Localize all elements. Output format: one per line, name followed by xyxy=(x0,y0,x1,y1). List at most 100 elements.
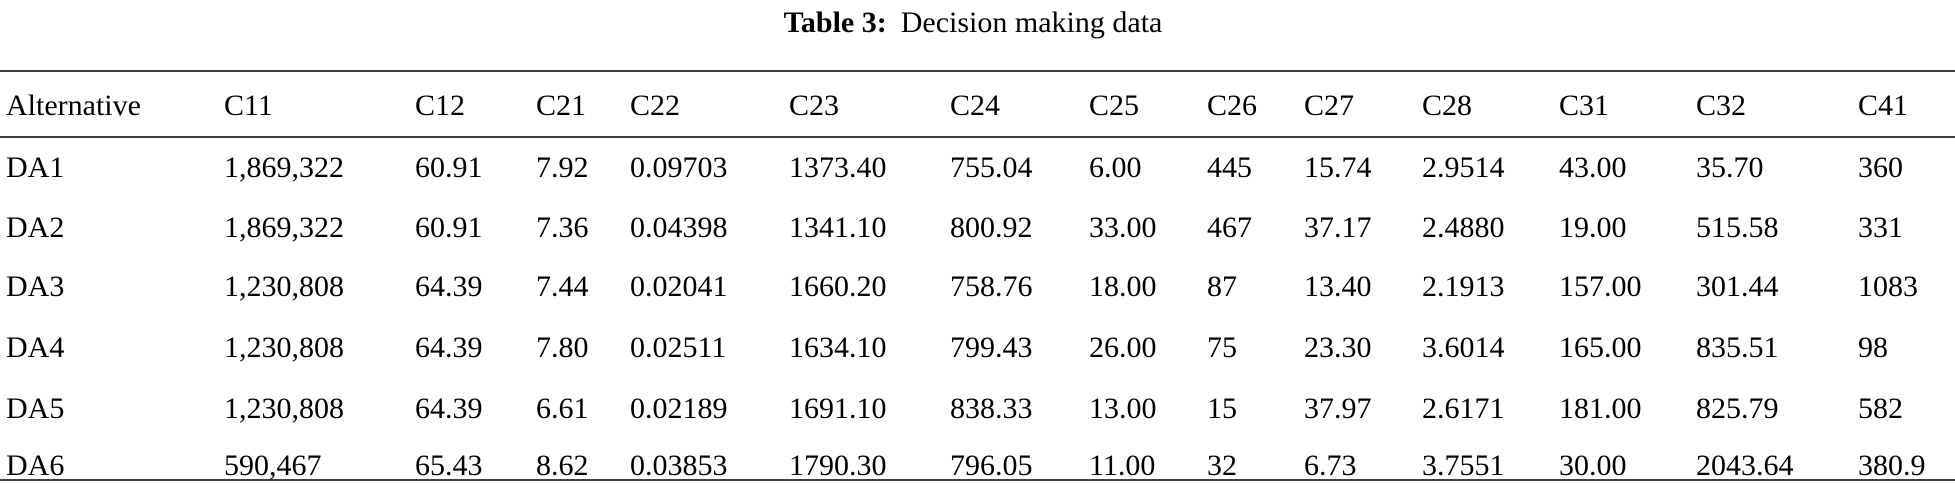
table-cell: DA4 xyxy=(6,331,64,364)
table-cell: 3.7551 xyxy=(1422,449,1505,482)
table-cell: 1083 xyxy=(1858,270,1918,303)
table-cell: 755.04 xyxy=(950,151,1033,184)
table-cell: 7.44 xyxy=(536,270,589,303)
header-cell: C12 xyxy=(415,89,465,122)
table-cell: 32 xyxy=(1207,449,1237,482)
table-cell: 0.03853 xyxy=(630,449,728,482)
table-cell: 87 xyxy=(1207,270,1237,303)
table-cell: 1691.10 xyxy=(789,392,887,425)
table-cell: DA6 xyxy=(6,449,64,482)
header-cell: C28 xyxy=(1422,89,1472,122)
table-cell: 796.05 xyxy=(950,449,1033,482)
table-cell: 30.00 xyxy=(1559,449,1627,482)
table-cell: 181.00 xyxy=(1559,392,1642,425)
table-cell: DA5 xyxy=(6,392,64,425)
table-cell: 75 xyxy=(1207,331,1237,364)
table-cell: 1634.10 xyxy=(789,331,887,364)
table-cell: 331 xyxy=(1858,211,1903,244)
header-cell: C23 xyxy=(789,89,839,122)
table-cell: 2043.64 xyxy=(1696,449,1794,482)
table-cell: 60.91 xyxy=(415,211,483,244)
table-cell: 19.00 xyxy=(1559,211,1627,244)
caption-label: Table 3: xyxy=(784,6,887,39)
table-cell: 6.61 xyxy=(536,392,589,425)
table-cell: 13.40 xyxy=(1304,270,1372,303)
header-cell: C27 xyxy=(1304,89,1354,122)
header-cell: Alternative xyxy=(6,89,141,122)
table-cell: 23.30 xyxy=(1304,331,1372,364)
table-cell: 0.02511 xyxy=(630,331,726,364)
table-cell: 165.00 xyxy=(1559,331,1642,364)
table-cell: 26.00 xyxy=(1089,331,1157,364)
table-cell: 758.76 xyxy=(950,270,1033,303)
table-cell: 1373.40 xyxy=(789,151,887,184)
table-cell: 2.1913 xyxy=(1422,270,1505,303)
table-cell: 380.9 xyxy=(1858,449,1926,482)
table-cell: 37.97 xyxy=(1304,392,1372,425)
table-cell: 0.02189 xyxy=(630,392,728,425)
header-cell: C11 xyxy=(224,89,273,122)
table-cell: 64.39 xyxy=(415,392,483,425)
table-cell: 1,869,322 xyxy=(224,211,344,244)
table-cell: 6.73 xyxy=(1304,449,1357,482)
table-cell: 37.17 xyxy=(1304,211,1372,244)
header-cell: C31 xyxy=(1559,89,1609,122)
table-cell: 1,230,808 xyxy=(224,392,344,425)
table-cell: 6.00 xyxy=(1089,151,1142,184)
table-cell: 825.79 xyxy=(1696,392,1779,425)
header-cell: C41 xyxy=(1858,89,1908,122)
table-cell: 33.00 xyxy=(1089,211,1157,244)
header-cell: C26 xyxy=(1207,89,1257,122)
table-cell: 11.00 xyxy=(1089,449,1155,482)
table-cell: 467 xyxy=(1207,211,1252,244)
table-cell: 445 xyxy=(1207,151,1252,184)
table-cell: 13.00 xyxy=(1089,392,1157,425)
table-cell: 360 xyxy=(1858,151,1903,184)
table-cell: 1341.10 xyxy=(789,211,887,244)
table-cell: 1,869,322 xyxy=(224,151,344,184)
table-cell: 2.9514 xyxy=(1422,151,1505,184)
table-cell: 835.51 xyxy=(1696,331,1779,364)
table-cell: 838.33 xyxy=(950,392,1033,425)
table-cell: 8.62 xyxy=(536,449,589,482)
table-cell: 2.6171 xyxy=(1422,392,1505,425)
table-cell: 1790.30 xyxy=(789,449,887,482)
table-cell: 3.6014 xyxy=(1422,331,1505,364)
table-caption: Table 3: Decision making data xyxy=(784,6,1163,39)
table-cell: DA2 xyxy=(6,211,64,244)
table-cell: 35.70 xyxy=(1696,151,1764,184)
header-cell: C25 xyxy=(1089,89,1139,122)
table-cell: 15 xyxy=(1207,392,1237,425)
table-cell: 15.74 xyxy=(1304,151,1372,184)
table-cell: 0.09703 xyxy=(630,151,728,184)
table-cell: 64.39 xyxy=(415,331,483,364)
table-cell: 7.36 xyxy=(536,211,589,244)
table-cell: 18.00 xyxy=(1089,270,1157,303)
table-cell: 60.91 xyxy=(415,151,483,184)
table-cell: 2.4880 xyxy=(1422,211,1505,244)
table-cell: 157.00 xyxy=(1559,270,1642,303)
header-cell: C22 xyxy=(630,89,680,122)
table-cell: 515.58 xyxy=(1696,211,1779,244)
table-cell: 98 xyxy=(1858,331,1888,364)
table-cell: DA1 xyxy=(6,151,64,184)
table-cell: 7.80 xyxy=(536,331,589,364)
table-cell: 582 xyxy=(1858,392,1903,425)
table-cell: 43.00 xyxy=(1559,151,1627,184)
header-cell: C24 xyxy=(950,89,1000,122)
table-cell: 64.39 xyxy=(415,270,483,303)
table-cell: 590,467 xyxy=(224,449,322,482)
table-cell: 1,230,808 xyxy=(224,331,344,364)
table-cell: 7.92 xyxy=(536,151,589,184)
table-cell: 1660.20 xyxy=(789,270,887,303)
table-cell: 799.43 xyxy=(950,331,1033,364)
table-cell: 301.44 xyxy=(1696,270,1779,303)
table-cell: DA3 xyxy=(6,270,64,303)
table-cell: 0.02041 xyxy=(630,270,728,303)
table-cell: 65.43 xyxy=(415,449,483,482)
table-cell: 0.04398 xyxy=(630,211,728,244)
header-cell: C21 xyxy=(536,89,586,122)
caption-text: Decision making data xyxy=(901,6,1163,39)
